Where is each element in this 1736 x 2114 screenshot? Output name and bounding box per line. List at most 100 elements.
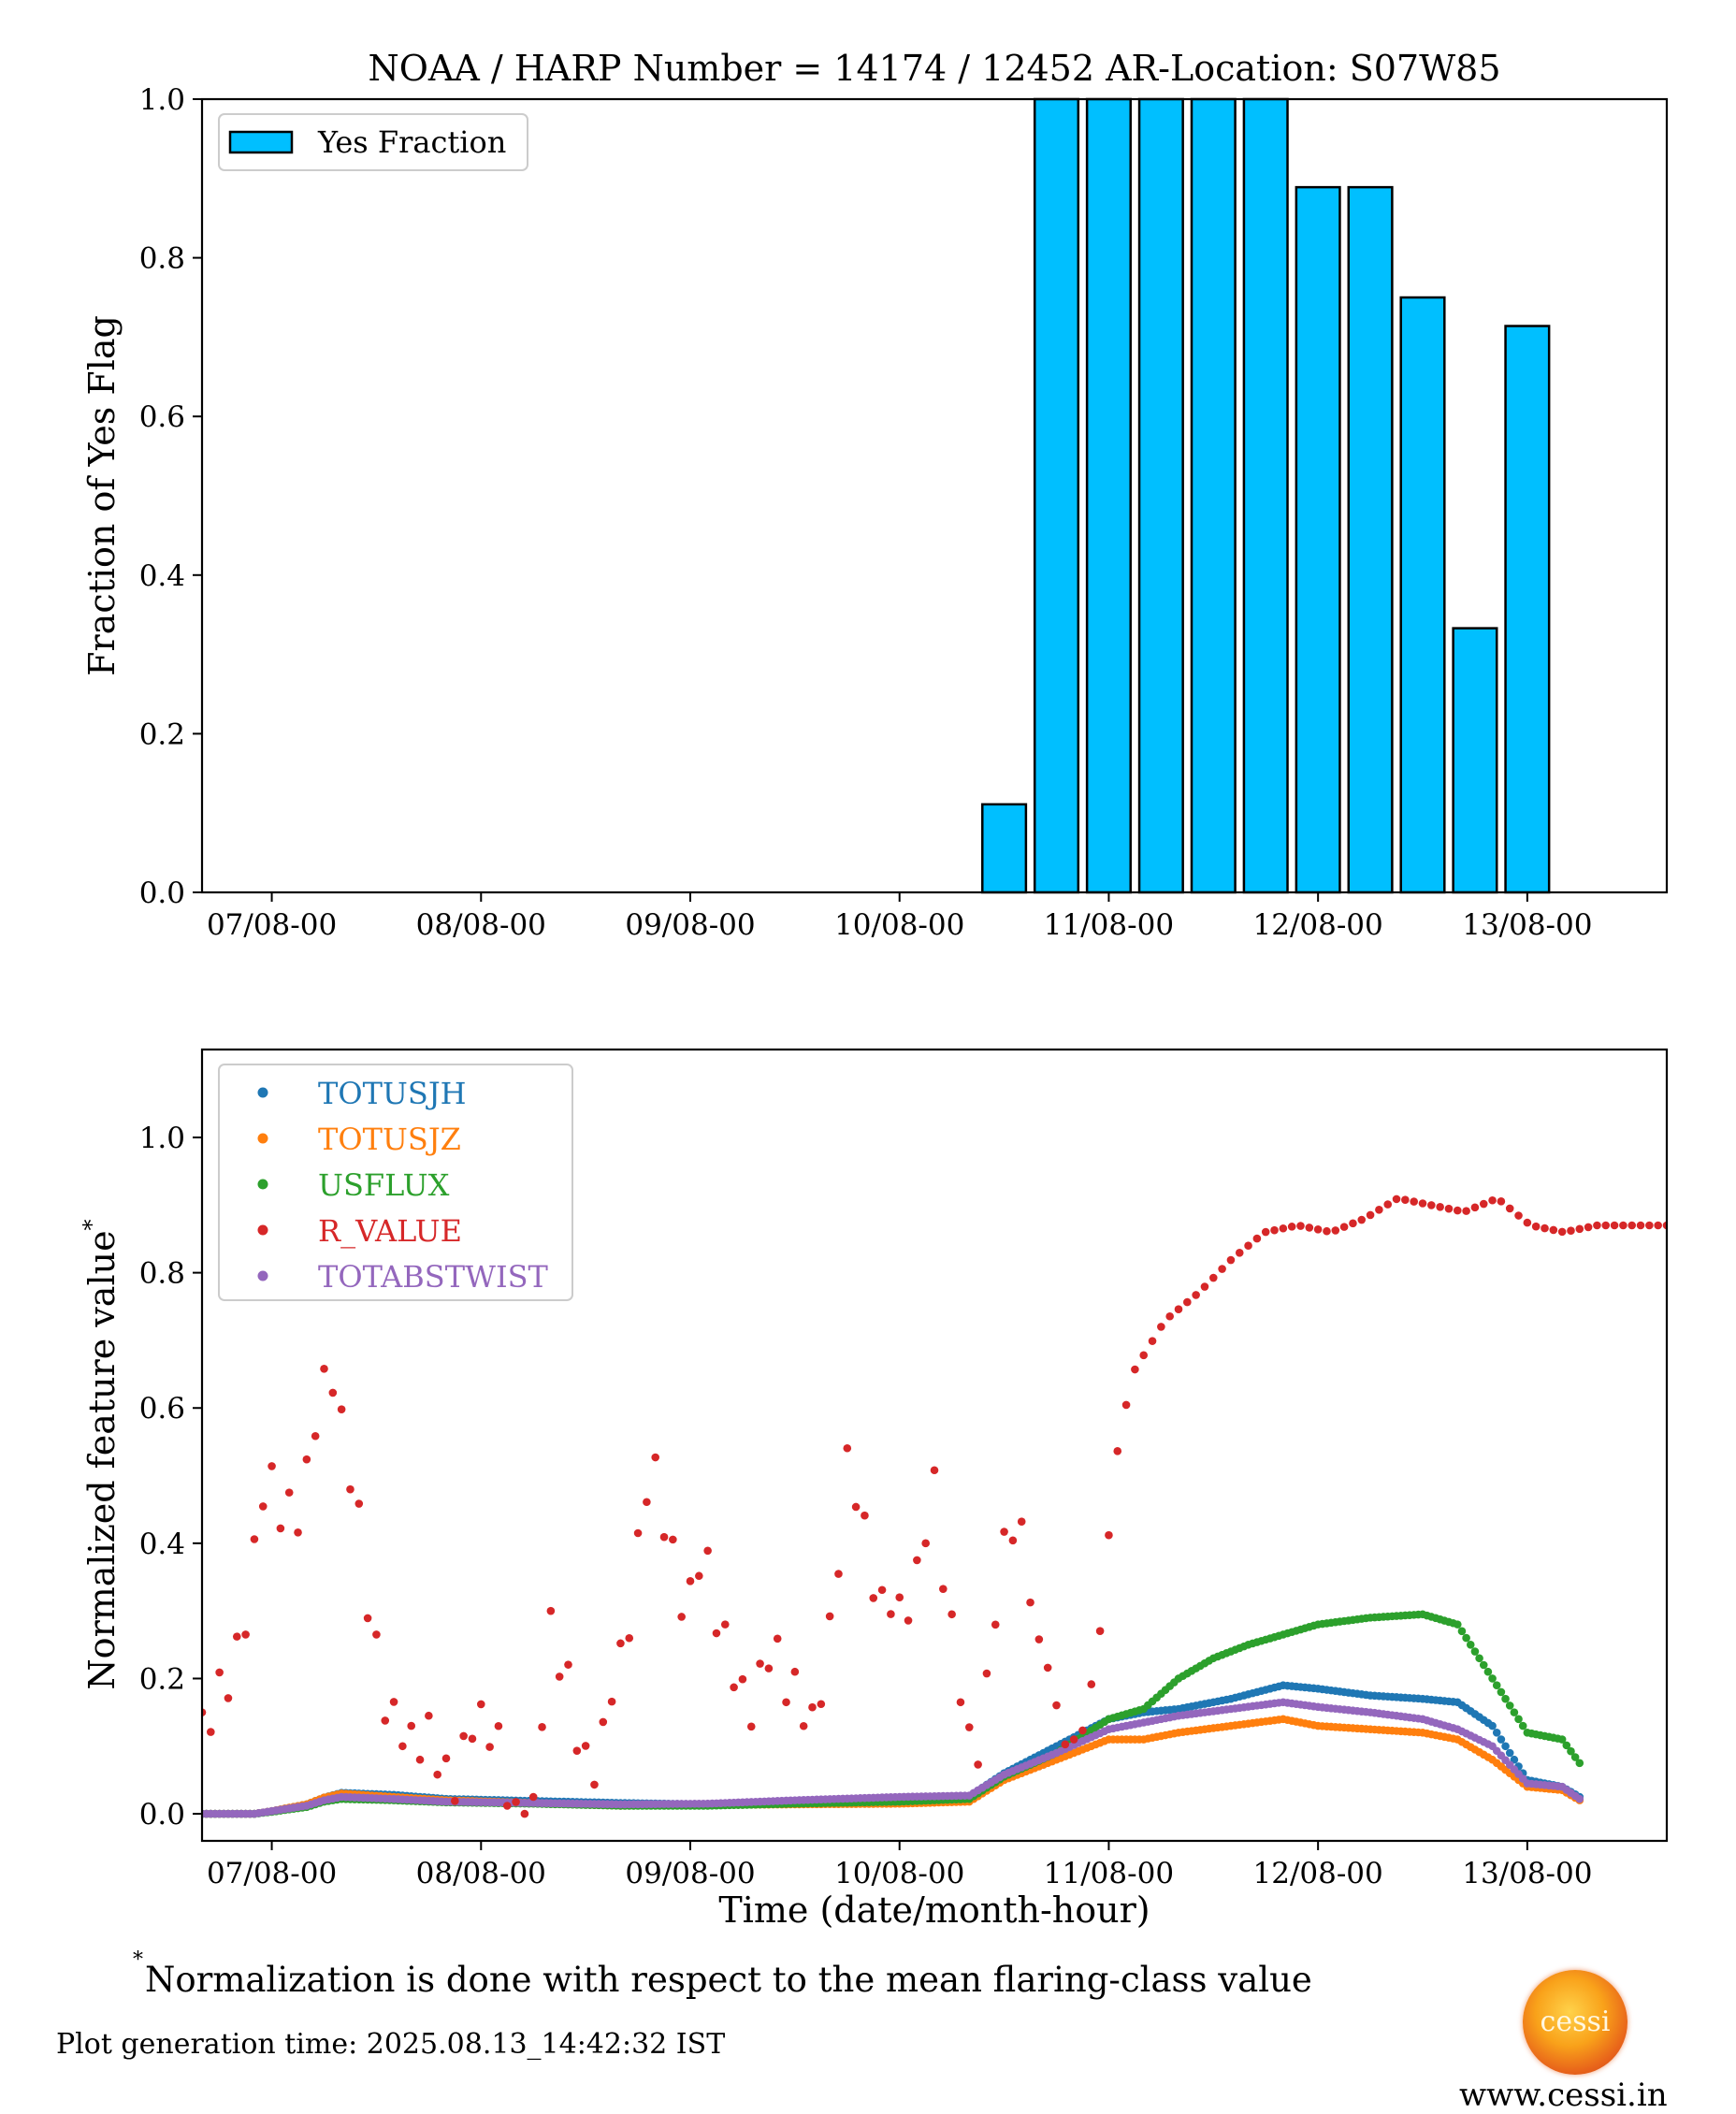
r-value-point: [991, 1620, 1000, 1629]
r-value-point: [512, 1798, 520, 1806]
bottom-y-tick-label: 0.4: [139, 1528, 185, 1561]
r-value-point: [1444, 1204, 1454, 1213]
r-value-point: [790, 1667, 800, 1676]
r-value-point: [773, 1634, 782, 1643]
top-x-tick-label: 12/08-00: [1253, 908, 1383, 942]
r-value-point: [1200, 1282, 1209, 1291]
r-value-point: [1235, 1248, 1244, 1257]
r-value-point: [415, 1755, 425, 1764]
r-value-point: [1410, 1197, 1418, 1206]
r-value-point: [1514, 1211, 1523, 1220]
yes-fraction-bar: [1347, 185, 1394, 894]
r-value-point: [904, 1616, 913, 1625]
r-value-point: [372, 1630, 381, 1639]
r-value-point: [1339, 1223, 1349, 1231]
r-value-point: [581, 1742, 590, 1750]
r-value-point: [1305, 1224, 1314, 1232]
r-value-point: [817, 1700, 826, 1709]
r-value-point: [1357, 1215, 1367, 1224]
r-value-point: [1575, 1224, 1584, 1234]
r-value-point: [451, 1797, 459, 1805]
bottom-y-axis-label-sup: *: [79, 1219, 105, 1230]
r-value-point: [294, 1528, 302, 1537]
r-value-point: [1619, 1221, 1628, 1230]
r-value-point: [712, 1629, 721, 1638]
bottom-y-axis-label: Normalized feature value*: [79, 1219, 123, 1689]
r-value-point: [1052, 1701, 1061, 1710]
r-value-point: [425, 1711, 433, 1720]
r-value-point: [459, 1731, 468, 1741]
r-value-point: [302, 1455, 311, 1464]
r-value-point: [1549, 1225, 1558, 1235]
r-value-point: [625, 1633, 634, 1643]
r-value-point: [1279, 1224, 1288, 1233]
r-value-point: [1584, 1223, 1593, 1232]
usflux-point: [1483, 1667, 1493, 1676]
yes-fraction-bar: [1137, 97, 1184, 894]
plot-generation-time: Plot generation time: 2025.08.13_14:42:3…: [56, 2028, 726, 2061]
r-value-point: [1270, 1225, 1279, 1235]
r-value-point: [1061, 1740, 1070, 1749]
r-value-point: [895, 1593, 904, 1601]
legend-label-totusjh: TOTUSJH: [318, 1076, 467, 1111]
r-value-point: [1418, 1199, 1427, 1208]
footnote-marker: *: [133, 1947, 143, 1972]
r-value-point: [1531, 1222, 1541, 1231]
legend-swatch-yes-fraction: [228, 130, 294, 154]
bottom-y-tick-label: 0.0: [139, 1798, 185, 1832]
bottom-legend-box: [218, 1064, 573, 1301]
totusjh-point: [1497, 1735, 1506, 1744]
r-value-point: [538, 1723, 546, 1731]
top-y-tick-label: 0.6: [139, 400, 185, 434]
r-value-point: [825, 1612, 834, 1621]
bottom-y-tick-label: 0.6: [139, 1392, 185, 1426]
r-value-point: [974, 1760, 982, 1769]
r-value-point: [633, 1528, 643, 1538]
yes-fraction-bar: [1295, 185, 1341, 894]
legend-label-totusjz: TOTUSJZ: [318, 1122, 461, 1157]
r-value-point: [502, 1802, 512, 1810]
r-value-point: [659, 1532, 669, 1542]
r-value-point: [311, 1431, 320, 1441]
r-value-point: [1165, 1311, 1174, 1321]
usflux-point: [1501, 1694, 1510, 1703]
r-value-point: [1183, 1297, 1192, 1307]
usflux-point: [1505, 1701, 1514, 1710]
r-value-point: [1313, 1225, 1323, 1234]
r-value-point: [843, 1443, 852, 1453]
r-value-point: [555, 1672, 564, 1681]
top-x-tick-label: 10/08-00: [834, 908, 964, 942]
r-value-point: [1148, 1337, 1157, 1345]
top-chart-title: NOAA / HARP Number = 14174 / 12452 AR-Lo…: [368, 48, 1500, 89]
r-value-point: [268, 1462, 276, 1470]
r-value-point: [756, 1659, 764, 1668]
totusjh-point: [1488, 1721, 1497, 1730]
usflux-point: [1466, 1641, 1475, 1649]
r-value-point: [1113, 1447, 1122, 1455]
top-x-tick-label: 07/08-00: [207, 908, 337, 942]
r-value-point: [241, 1630, 250, 1639]
r-value-point: [703, 1546, 712, 1556]
r-value-point: [1017, 1517, 1026, 1527]
r-value-point: [1453, 1206, 1462, 1215]
r-value-point: [485, 1743, 494, 1751]
r-value-point: [599, 1717, 608, 1727]
bottom-x-tick-label: 09/08-00: [625, 1857, 755, 1890]
r-value-point: [651, 1453, 660, 1462]
totusjh-point: [1505, 1748, 1514, 1758]
r-value-point: [407, 1721, 416, 1730]
r-value-point: [232, 1632, 241, 1641]
usflux-point: [1514, 1715, 1523, 1724]
website-link[interactable]: www.cessi.in: [1459, 2077, 1668, 2114]
r-value-point: [877, 1586, 887, 1595]
r-value-point: [1157, 1323, 1165, 1331]
r-value-point: [861, 1511, 869, 1520]
r-value-point: [1392, 1195, 1401, 1204]
bottom-y-tick-label: 1.0: [139, 1122, 185, 1155]
top-x-tick-label: 08/08-00: [416, 908, 546, 942]
r-value-point: [1497, 1197, 1506, 1206]
r-value-point: [1523, 1218, 1532, 1227]
r-value-point: [1008, 1536, 1018, 1545]
r-value-point: [738, 1674, 747, 1684]
yes-fraction-bar: [1452, 627, 1498, 894]
